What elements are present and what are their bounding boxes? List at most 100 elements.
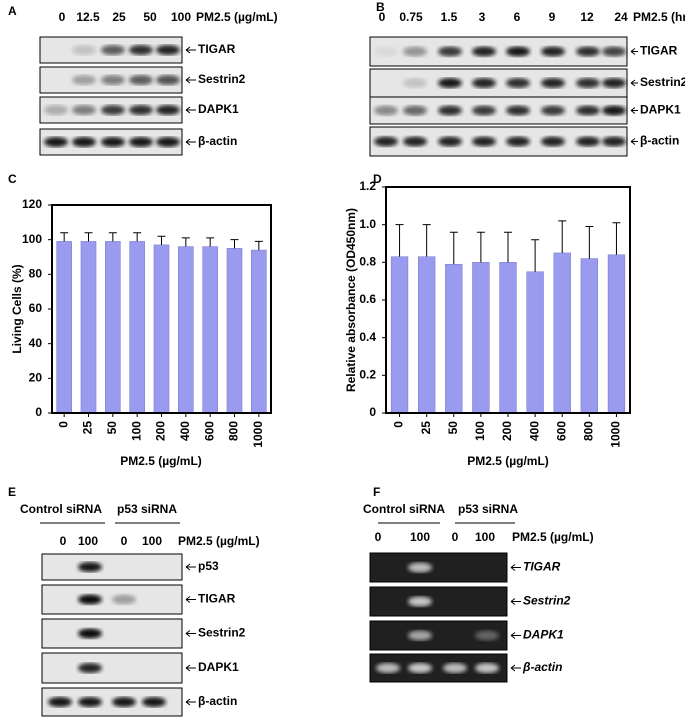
group-label: p53 siRNA xyxy=(117,502,177,516)
band xyxy=(374,46,398,57)
y-tick-label: 80 xyxy=(29,267,43,281)
x-tick-label: 100 xyxy=(473,421,487,441)
error-bar xyxy=(612,222,621,255)
band xyxy=(112,697,136,707)
band xyxy=(506,105,530,116)
error-bar xyxy=(84,232,93,242)
band xyxy=(101,45,125,55)
x-tick-label: 200 xyxy=(500,421,514,441)
x-axis-label: PM2.5 (µg/mL) xyxy=(467,454,549,468)
protein-label: β-actin xyxy=(522,660,562,674)
condition-label: PM2.5 (µg/mL) xyxy=(196,10,278,24)
lane-label: 12 xyxy=(580,10,594,24)
x-tick-label: 800 xyxy=(582,421,596,441)
blot-panel xyxy=(41,553,183,581)
protein-label: β-actin xyxy=(640,134,679,148)
band xyxy=(472,46,496,57)
band xyxy=(475,663,499,673)
protein-label: DAPK1 xyxy=(640,103,681,117)
lane-label: 0 xyxy=(379,10,386,24)
band xyxy=(576,105,600,116)
band xyxy=(472,78,496,88)
protein-label: β-actin xyxy=(198,134,237,148)
arrow xyxy=(630,48,638,55)
band xyxy=(129,75,153,85)
error-bar xyxy=(108,232,117,242)
x-axis-label: PM2.5 (µg/mL) xyxy=(120,454,202,468)
panel-label: A xyxy=(8,4,17,18)
band xyxy=(408,630,432,641)
arrow xyxy=(185,106,196,114)
band xyxy=(78,697,102,707)
lane-label: 12.5 xyxy=(76,10,100,24)
band xyxy=(156,75,180,85)
error-bar xyxy=(206,237,215,247)
protein-label: β-actin xyxy=(198,694,237,708)
arrow xyxy=(185,46,196,54)
band xyxy=(602,46,626,57)
band xyxy=(129,45,153,55)
band xyxy=(374,105,398,116)
band xyxy=(156,137,180,147)
lane-label: 0 xyxy=(60,534,67,548)
arrow xyxy=(185,138,196,146)
x-tick-label: 50 xyxy=(105,421,119,435)
plot-frame xyxy=(385,186,631,414)
y-tick-label: 0.2 xyxy=(359,368,376,382)
x-tick-label: 25 xyxy=(419,421,433,435)
x-tick-label: 600 xyxy=(554,421,568,441)
y-tick-label: 0 xyxy=(35,405,42,419)
error-bar xyxy=(181,237,190,247)
bar xyxy=(251,249,267,414)
y-axis-label: Living Cells (%) xyxy=(10,264,24,353)
x-tick-label: 1000 xyxy=(251,421,265,448)
bar xyxy=(178,246,194,414)
band xyxy=(408,562,432,573)
protein-label: Sestrin2 xyxy=(198,72,246,86)
y-tick-label: 60 xyxy=(29,301,43,315)
y-tick-label: 100 xyxy=(22,232,42,246)
condition-label: PM2.5 (µg/mL) xyxy=(512,530,594,544)
arrow xyxy=(185,563,196,571)
error-bar xyxy=(230,239,239,249)
band xyxy=(78,562,102,572)
panel-label: D xyxy=(373,172,382,186)
y-tick-label: 1.2 xyxy=(359,179,376,193)
bar xyxy=(499,262,517,414)
x-tick-label: 0 xyxy=(56,421,70,428)
band xyxy=(438,78,462,88)
band xyxy=(602,136,626,147)
band xyxy=(72,137,96,147)
lane-label: 100 xyxy=(410,530,430,544)
band xyxy=(72,105,96,115)
error-bar xyxy=(133,232,142,242)
band xyxy=(443,663,467,673)
error-bar xyxy=(422,224,431,257)
band xyxy=(78,628,102,639)
error-bar xyxy=(254,240,263,251)
band xyxy=(541,78,565,88)
band xyxy=(376,663,400,673)
arrow xyxy=(510,564,521,571)
band xyxy=(78,663,102,673)
band xyxy=(72,45,96,55)
x-tick-label: 25 xyxy=(81,421,95,435)
x-tick-label: 50 xyxy=(446,421,460,435)
bar xyxy=(202,246,218,414)
arrow xyxy=(630,107,638,114)
arrow xyxy=(510,598,521,605)
lane-label: 100 xyxy=(142,534,162,548)
band xyxy=(129,105,153,115)
band xyxy=(438,105,462,116)
arrow xyxy=(185,76,196,84)
lane-label: 6 xyxy=(514,10,521,24)
bar xyxy=(226,248,243,414)
group-label: p53 siRNA xyxy=(458,502,518,516)
protein-label: DAPK1 xyxy=(198,102,239,116)
plot-frame xyxy=(51,204,272,414)
error-bar xyxy=(531,239,540,272)
arrow xyxy=(630,79,638,87)
bar xyxy=(105,241,121,414)
y-tick-label: 1.0 xyxy=(359,217,376,231)
x-tick-label: 1000 xyxy=(609,421,623,448)
